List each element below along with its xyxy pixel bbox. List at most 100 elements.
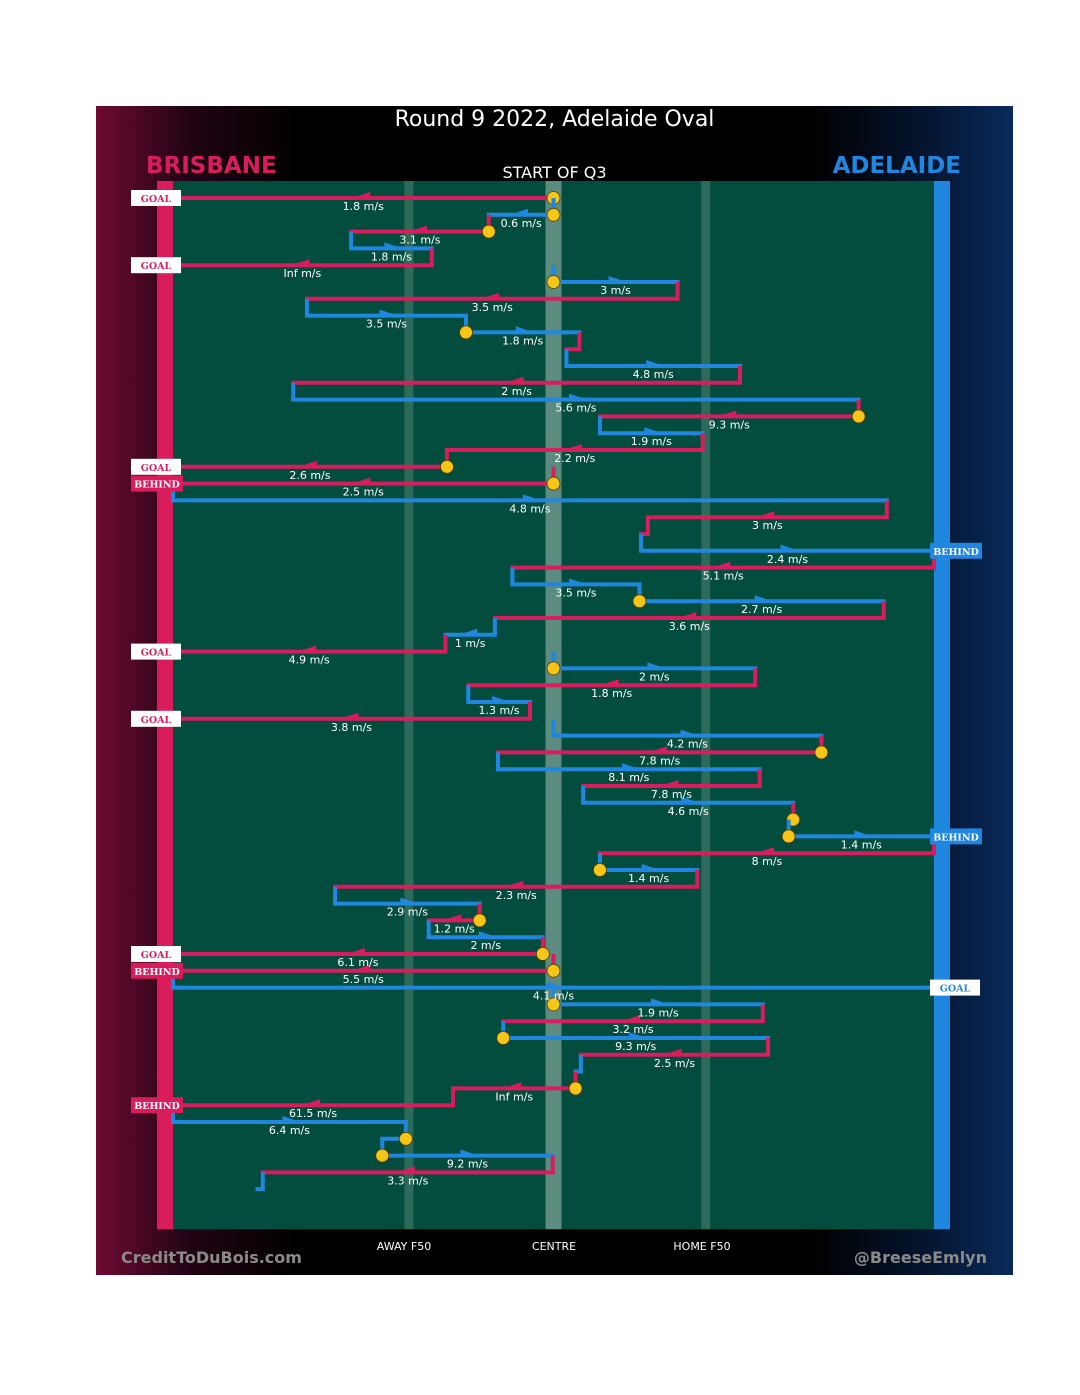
result-badge: [131, 257, 181, 274]
result-badge: [930, 979, 980, 996]
field-band: [701, 181, 711, 1230]
speed-label: 3.3 m/s: [387, 1174, 428, 1187]
result-badge-label: GOAL: [141, 261, 172, 272]
chain-direction-arrow: [505, 880, 524, 889]
speed-label: 3 m/s: [752, 519, 783, 532]
chain-direction-arrow: [756, 511, 775, 520]
contest-marker: [546, 476, 561, 491]
speed-label: 5.6 m/s: [555, 402, 596, 415]
speed-label: 3.5 m/s: [472, 301, 513, 314]
chain-direction-arrow: [352, 192, 371, 200]
result-badge: [131, 190, 181, 206]
result-badge-label: BEHIND: [933, 832, 979, 843]
chain-direction-arrow: [459, 628, 478, 637]
chain-direction-arrow: [755, 847, 774, 856]
chain-direction-arrow: [379, 309, 398, 318]
contest-marker: [440, 459, 454, 474]
speed-label: 1.9 m/s: [638, 1006, 679, 1019]
chain-direction-arrow: [660, 780, 679, 788]
speed-label: 4.9 m/s: [289, 654, 330, 667]
chain-direction-arrow: [718, 410, 737, 419]
brisbane-goal-line: [157, 181, 173, 1230]
speed-label: 1.4 m/s: [628, 872, 669, 885]
chain-direction-arrow: [291, 259, 310, 268]
speed-label: 1.4 m/s: [841, 838, 882, 851]
chain-direction-arrow: [340, 712, 359, 721]
result-badge: [131, 1097, 183, 1114]
speed-label: 2.9 m/s: [387, 906, 428, 919]
chain-direction-arrow: [568, 578, 587, 587]
chain-direction-arrow: [396, 1166, 415, 1175]
credit-left: CreditToDuBois.com: [121, 1248, 302, 1267]
speed-label: 9.2 m/s: [447, 1158, 488, 1171]
chain-direction-arrow: [680, 729, 699, 738]
result-badge-label: GOAL: [141, 194, 172, 205]
result-badge: [131, 643, 181, 660]
chain-direction-arrow: [644, 427, 663, 436]
field-band: [404, 181, 414, 1230]
speed-label: 1 m/s: [455, 637, 486, 650]
result-badge-label: GOAL: [940, 984, 971, 995]
chart-title: Round 9 2022, Adelaide Oval: [394, 107, 715, 132]
speed-label: 2.4 m/s: [767, 553, 808, 566]
chain-direction-arrow: [754, 595, 773, 604]
chain-direction-arrow: [563, 444, 582, 452]
chain-direction-arrow: [460, 1149, 479, 1158]
speed-label: 6.4 m/s: [269, 1124, 310, 1137]
speed-label: 2.7 m/s: [741, 603, 782, 616]
speed-label: 3.8 m/s: [331, 721, 372, 734]
home-team-name: BRISBANE: [146, 153, 277, 179]
chain-direction-arrow: [352, 964, 371, 973]
speed-label: 3.2 m/s: [612, 1023, 653, 1036]
speed-label: 3 m/s: [600, 284, 631, 297]
speed-label: 8.1 m/s: [608, 771, 649, 784]
result-badge: [131, 710, 181, 727]
speed-label: 1.8 m/s: [343, 200, 384, 213]
chain-direction-arrow: [546, 981, 565, 990]
x-tick-label-away-f50: AWAY F50: [376, 1240, 432, 1253]
contest-marker: [398, 1131, 413, 1146]
speed-label: 1.8 m/s: [502, 334, 543, 347]
speed-label: 3.1 m/s: [399, 234, 440, 247]
chain-direction-arrow: [678, 612, 697, 620]
contest-marker: [535, 947, 550, 961]
speed-label: 3.5 m/s: [555, 586, 596, 599]
chain-direction-arrow: [646, 360, 665, 368]
speed-label: 9.3 m/s: [709, 418, 750, 431]
quarter-label: START OF Q3: [502, 163, 607, 182]
speed-label: Inf m/s: [283, 267, 321, 280]
speed-label: Inf m/s: [495, 1090, 533, 1103]
speed-label: 1.2 m/s: [434, 922, 475, 935]
contest-marker: [781, 829, 796, 844]
field-band: [545, 181, 562, 1230]
speed-label: 0.6 m/s: [501, 217, 542, 230]
speed-label: 1.9 m/s: [631, 435, 672, 448]
chain-direction-arrow: [400, 897, 419, 906]
result-badge-label: BEHIND: [933, 547, 979, 558]
chain-direction-arrow: [503, 1082, 522, 1091]
result-badge-label: GOAL: [141, 950, 172, 961]
contest-marker: [546, 661, 561, 676]
result-badge-label: BEHIND: [134, 967, 180, 978]
chain-direction-arrow: [641, 864, 660, 872]
chain-direction-arrow: [854, 830, 873, 839]
chain-direction-arrow: [621, 763, 640, 772]
contest-marker: [496, 1031, 511, 1045]
result-badge: [131, 458, 181, 475]
chain-direction-arrow: [298, 645, 317, 654]
chain-direction-arrow: [681, 796, 700, 805]
speed-label: 1.8 m/s: [591, 687, 632, 700]
speed-label: 5.5 m/s: [343, 973, 384, 986]
chain-direction-arrow: [302, 1099, 321, 1108]
result-badge-label: BEHIND: [134, 480, 180, 491]
chain-direction-arrow: [600, 679, 619, 688]
chain-direction-arrow: [622, 1015, 641, 1024]
contest-marker: [546, 997, 561, 1012]
chain-direction-arrow: [298, 460, 317, 469]
adelaide-goal-line: [934, 181, 950, 1230]
result-badge-label: GOAL: [141, 463, 172, 474]
result-badge-label: GOAL: [141, 715, 172, 726]
contest-marker: [459, 325, 473, 340]
chart-card: 1.8 m/s GOAL 0.6 m/s 3.1 m/s 1.8 m/s Inf m/s G…: [96, 106, 1013, 1275]
chain-direction-arrow: [352, 477, 371, 486]
